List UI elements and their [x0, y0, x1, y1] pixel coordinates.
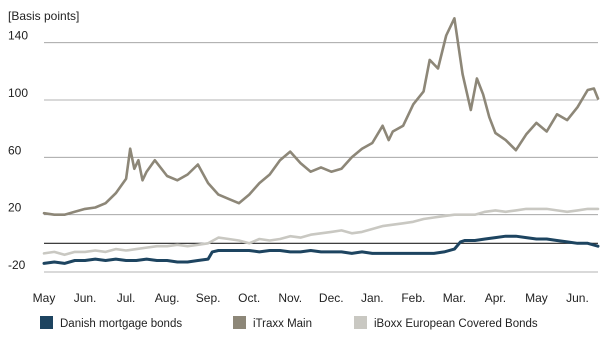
x-axis-ticks: May Jun. Jul. Aug. Sep. Oct. Nov. Dec. Jan. Feb. M…: [33, 291, 589, 305]
x-tick-label: Aug.: [155, 291, 180, 305]
x-tick-label: Jul.: [117, 291, 136, 305]
legend-swatch-2: [354, 316, 367, 329]
x-tick-label: Jan.: [361, 291, 384, 305]
x-tick-label: Jun.: [566, 291, 589, 305]
series-line-0: [42, 234, 600, 265]
legend-swatch-1: [233, 316, 246, 329]
x-tick-label: Oct.: [238, 291, 260, 305]
y-tick-label: -20: [8, 258, 26, 272]
x-tick-label: Apr.: [485, 291, 506, 305]
series-lines: [42, 16, 600, 265]
x-tick-label: Mar.: [443, 291, 466, 305]
legend-label-2: iBoxx European Covered Bonds: [374, 318, 538, 330]
x-tick-label: Feb.: [401, 291, 425, 305]
y-axis-unit-label: [Basis points]: [8, 9, 79, 23]
x-tick-label: Sep.: [196, 291, 221, 305]
y-tick-label: 100: [8, 86, 28, 100]
series-line-1: [42, 16, 600, 216]
x-tick-label: May: [33, 291, 56, 305]
x-tick-label: Jun.: [74, 291, 97, 305]
legend-label-1: iTraxx Main: [253, 318, 312, 330]
x-tick-label: May: [525, 291, 548, 305]
y-tick-label: 20: [8, 201, 22, 215]
y-tick-label: 140: [8, 29, 28, 43]
legend: Danish mortgage bonds iTraxx Main iBoxx Eu…: [40, 316, 538, 330]
y-tick-label: 60: [8, 143, 22, 157]
y-axis-ticks: 140 100 60 20 -20: [8, 29, 28, 272]
x-tick-label: Dec.: [319, 291, 344, 305]
x-tick-label: Nov.: [278, 291, 302, 305]
gridlines: [44, 42, 598, 273]
legend-swatch-0: [40, 316, 53, 329]
series-line-2: [42, 207, 600, 257]
legend-label-0: Danish mortgage bonds: [60, 318, 182, 330]
